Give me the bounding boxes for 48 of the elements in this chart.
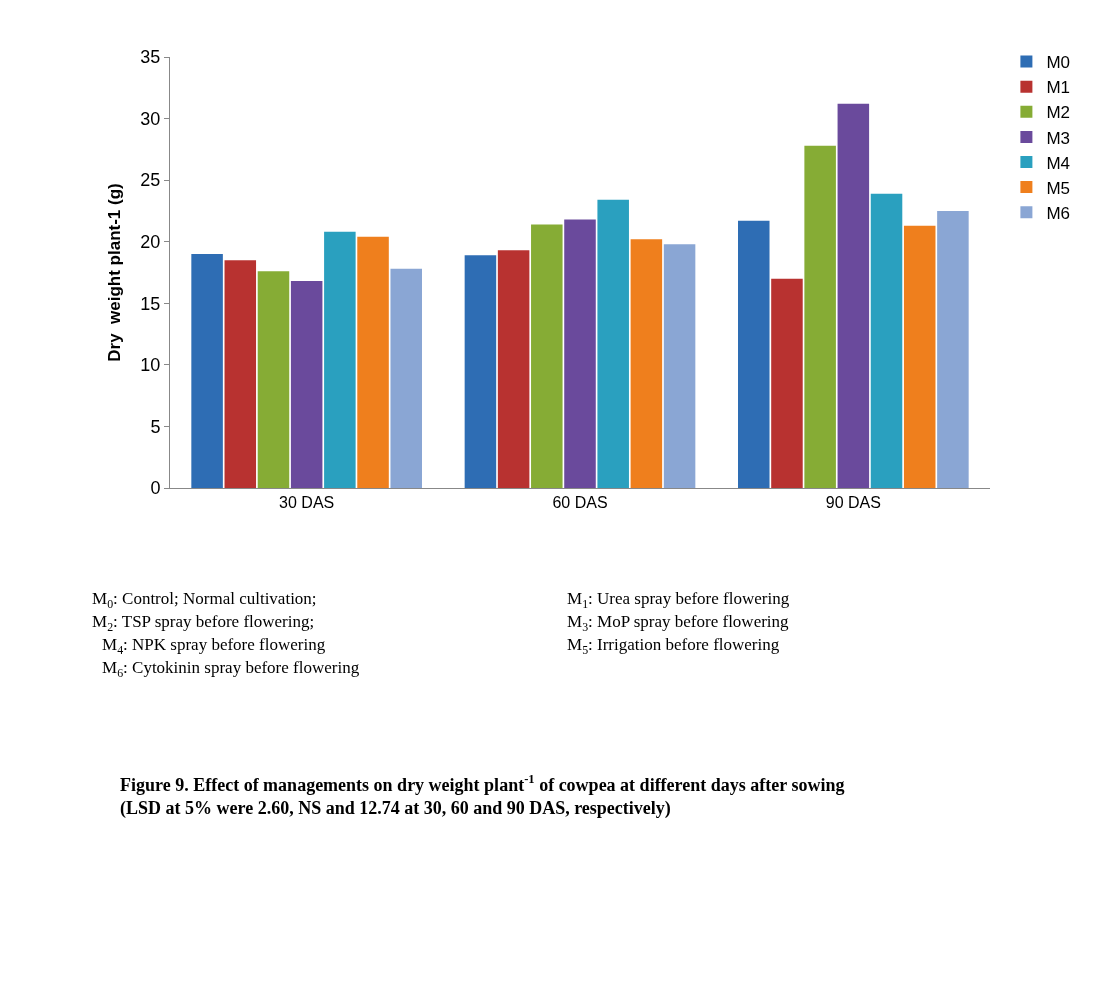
y-axis-title: Dry weight plant-1 (g) <box>104 183 124 362</box>
bar <box>191 254 223 488</box>
legend-label: M5 <box>1046 178 1071 198</box>
bar <box>257 271 290 488</box>
bar <box>290 281 323 488</box>
legend-label: M1 <box>1046 78 1071 98</box>
y-tick-label: 0 <box>150 478 161 499</box>
text: M$_{0}$: Control; Normal cultivation; <box>92 589 317 611</box>
x-tick-label: 30 DAS <box>279 494 335 512</box>
legend-label: M0 <box>1046 53 1071 73</box>
bar <box>464 255 497 488</box>
bar <box>771 278 803 488</box>
bar <box>597 199 629 488</box>
y-tick-label: 10 <box>140 355 161 376</box>
y-tick-label: 35 <box>140 47 161 68</box>
bar <box>903 225 936 488</box>
legend-label: M6 <box>1046 203 1071 223</box>
x-tick-label: 90 DAS <box>825 494 881 512</box>
text: M$_{4}$: NPK spray before flowering <box>102 635 326 657</box>
bar <box>738 220 770 488</box>
legend-label: M3 <box>1046 128 1071 148</box>
bar <box>357 236 389 488</box>
legend-label: M4 <box>1046 153 1071 173</box>
bar <box>804 145 836 488</box>
bar <box>224 260 257 488</box>
bar <box>937 210 969 488</box>
text: M$_{6}$: Cytokinin spray before flowering <box>102 658 360 680</box>
bar <box>870 193 903 488</box>
y-tick-label: 25 <box>140 170 161 191</box>
bar <box>663 244 696 488</box>
text: M$_{5}$: Irrigation before flowering <box>567 635 780 657</box>
bar <box>390 268 422 488</box>
bar <box>531 224 563 488</box>
text: M$_{2}$: TSP spray before flowering; <box>92 612 315 634</box>
bar <box>324 231 356 488</box>
legend-label: M2 <box>1046 103 1071 123</box>
bar <box>497 250 530 488</box>
y-tick-label: 30 <box>140 108 161 129</box>
bar <box>564 219 596 488</box>
x-tick-label: 60 DAS <box>552 494 608 512</box>
y-tick-label: 20 <box>140 232 161 253</box>
bar <box>837 103 870 488</box>
y-tick-label: 15 <box>140 293 161 314</box>
y-tick-label: 5 <box>150 416 161 437</box>
text: M$_{3}$: MoP spray before flowering <box>567 612 790 634</box>
text: Figure 9. Effect of managements on dry weight plant$^{-1}$ of cowpea at different days after sowing (LSD at 5% were 2.60, NS and 12.74 at 30, 60 and 90 DAS, respectively) <box>120 772 845 819</box>
text: M$_{1}$: Urea spray before flowering <box>567 589 790 611</box>
bar <box>630 239 663 488</box>
